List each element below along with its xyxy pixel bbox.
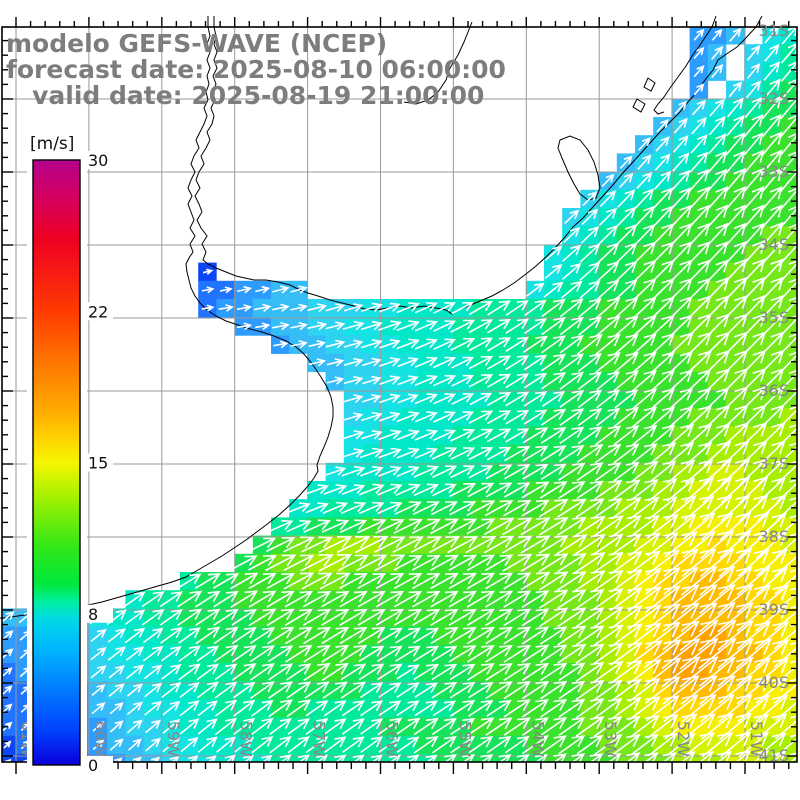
lon-label: 51W: [747, 721, 766, 757]
lon-label: 58W: [237, 721, 256, 757]
lon-label: 53W: [601, 721, 620, 757]
lat-label: 38S: [758, 527, 789, 546]
lat-label: 33S: [758, 162, 789, 181]
lat-label: 37S: [758, 454, 789, 473]
lat-label: 40S: [758, 673, 789, 692]
map-frame: [1, 26, 798, 763]
lon-label: 52W: [674, 721, 693, 757]
lon-label: 57W: [310, 721, 329, 757]
lon-label: 55W: [455, 721, 474, 757]
colorbar-unit-label: [m/s]: [30, 134, 74, 154]
lon-label: 56W: [383, 721, 402, 757]
colorbar-tick-label: 15: [88, 454, 108, 473]
colorbar-gradient-bar: [32, 159, 81, 766]
axis-labels: 31S32S33S34S35S36S37S38S39S40S41S61W60W5…: [18, 21, 789, 765]
colorbar-tick-label: 30: [88, 151, 108, 170]
colorbar-tick-labels: 30 22 15 8 0: [85, 151, 113, 775]
lat-label: 35S: [758, 308, 789, 327]
lat-label: 31S: [758, 21, 789, 40]
title-model-line: modelo GEFS-WAVE (NCEP): [6, 29, 387, 58]
colorbar-tick-label: 22: [88, 302, 108, 321]
wind-direction-arrows: [2, 27, 797, 762]
colorbar: [m/s] 30 22 15 8 0: [27, 134, 113, 775]
lon-label: 60W: [91, 721, 110, 757]
lon-label: 59W: [164, 721, 183, 757]
title-valid-date-line: valid date: 2025-08-19 21:00:00: [6, 81, 484, 110]
axis-ticks: [2, 17, 797, 774]
title-forecast-date-line: forecast date: 2025-08-10 06:00:00: [6, 55, 506, 84]
lat-label: 36S: [758, 381, 789, 400]
plot-title: modelo GEFS-WAVE (NCEP) forecast date: 2…: [6, 29, 506, 110]
lat-label: 41S: [758, 746, 789, 765]
lon-label: 54W: [528, 721, 547, 757]
lat-label: 39S: [758, 600, 789, 619]
lat-label: 34S: [758, 235, 789, 254]
colorbar-tick-label: 8: [88, 605, 98, 624]
lat-label: 32S: [758, 89, 789, 108]
colorbar-tick-label: 0: [88, 756, 98, 775]
